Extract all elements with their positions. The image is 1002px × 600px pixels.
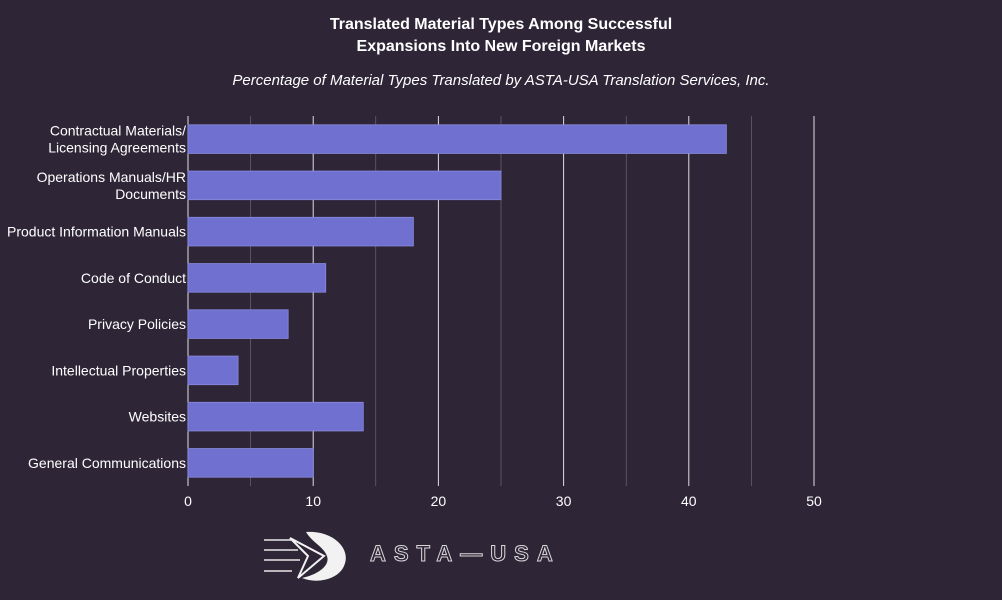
category-label-line: Product Information Manuals: [7, 224, 186, 240]
category-label-line: Privacy Policies: [88, 316, 186, 332]
chart-title-line-1: Translated Material Types Among Successf…: [329, 16, 673, 33]
category-label: Contractual Materials/Licensing Agreemen…: [48, 123, 186, 156]
category-label: Websites: [129, 409, 186, 425]
bar: [187, 309, 289, 339]
category-label: Intellectual Properties: [51, 362, 186, 378]
category-label-line: Intellectual Properties: [51, 362, 186, 378]
bar: [187, 263, 327, 293]
category-label: Code of Conduct: [81, 270, 186, 286]
category-label-line: Licensing Agreements: [48, 140, 186, 156]
category-label: Privacy Policies: [88, 316, 186, 332]
x-tick-label: 30: [556, 493, 572, 509]
x-tick-label: 0: [184, 493, 192, 509]
bar: [187, 401, 364, 432]
x-tick-label: 50: [806, 493, 822, 509]
chart-title: Translated Material Types Among Successf…: [0, 14, 1002, 58]
chart-title-line-2: Expansions Into New Foreign Markets: [356, 38, 646, 55]
category-label-line: Operations Manuals/HR: [37, 169, 186, 185]
x-tick-label: 20: [431, 493, 447, 509]
category-label-line: Documents: [115, 186, 186, 202]
asta-usa-logo-icon: [264, 531, 346, 581]
bar: [187, 355, 239, 386]
bar: [187, 170, 502, 201]
category-label: Operations Manuals/HR Documents: [37, 169, 186, 202]
category-label-line: General Communications: [28, 455, 186, 471]
category-label-line: Code of Conduct: [81, 270, 186, 286]
bar: [187, 124, 727, 154]
category-label: Product Information Manuals: [7, 224, 186, 240]
bar: [187, 448, 314, 478]
bar: [187, 216, 414, 247]
category-label-line: Websites: [129, 409, 186, 425]
asta-usa-logo-text: ASTA—USA: [370, 541, 561, 567]
category-label-line: Contractual Materials/: [50, 123, 186, 139]
chart-subtitle: Percentage of Material Types Translated …: [232, 72, 770, 89]
x-tick-label: 10: [305, 493, 321, 509]
x-tick-label: 40: [681, 493, 697, 509]
category-label: General Communications: [28, 455, 186, 471]
